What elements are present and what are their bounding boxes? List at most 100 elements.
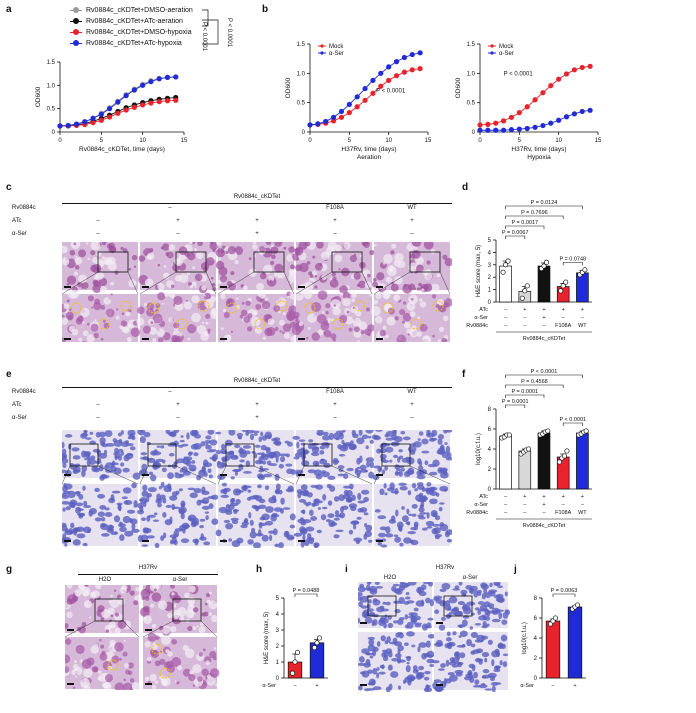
tissue-feature bbox=[391, 243, 397, 249]
zoom-box bbox=[303, 443, 333, 467]
nucleus bbox=[356, 516, 362, 520]
g-title: H37Rv bbox=[138, 565, 158, 571]
tissue-feature bbox=[100, 305, 106, 310]
tissue-feature bbox=[342, 291, 351, 300]
zoom-box bbox=[443, 595, 473, 617]
nucleus bbox=[119, 534, 125, 541]
nucleus bbox=[407, 531, 417, 535]
tissue-feature bbox=[273, 305, 281, 312]
panel-label-f: f bbox=[462, 369, 466, 380]
nucleus bbox=[176, 458, 186, 464]
data-point bbox=[560, 283, 566, 289]
tissue-feature bbox=[142, 325, 151, 334]
nucleus bbox=[416, 615, 421, 621]
tissue-feature bbox=[90, 250, 96, 256]
legend-a-brackets bbox=[202, 9, 219, 45]
nucleus bbox=[320, 514, 327, 521]
ser-value: + bbox=[255, 415, 259, 421]
nucleus bbox=[383, 483, 387, 489]
tissue-feature bbox=[379, 329, 386, 337]
nucleus bbox=[469, 585, 478, 592]
nucleus bbox=[377, 515, 387, 520]
legend-marker bbox=[490, 44, 494, 48]
tissue-feature bbox=[87, 257, 91, 261]
tissue-feature bbox=[223, 312, 230, 319]
nucleus bbox=[129, 446, 136, 451]
tissue-feature bbox=[133, 600, 139, 606]
pvalue-a-2: P < 0.0001 bbox=[226, 18, 232, 48]
nucleus bbox=[238, 463, 244, 471]
data-point bbox=[519, 295, 525, 301]
row-value: – bbox=[542, 323, 546, 329]
nucleus bbox=[411, 482, 417, 489]
nucleus bbox=[180, 435, 184, 438]
row-value: + bbox=[523, 494, 526, 500]
nucleus bbox=[76, 513, 85, 516]
nucleus bbox=[104, 465, 109, 470]
nucleus bbox=[285, 530, 290, 538]
nucleus bbox=[64, 434, 73, 438]
nucleus bbox=[417, 438, 421, 441]
tissue-feature bbox=[114, 642, 124, 652]
nucleus bbox=[368, 638, 375, 646]
nucleus bbox=[245, 460, 251, 467]
nucleus bbox=[405, 656, 412, 659]
y-tick-label: 0 bbox=[302, 130, 306, 136]
tissue-feature bbox=[146, 656, 152, 662]
nucleus bbox=[221, 457, 226, 463]
nucleus bbox=[111, 460, 116, 467]
nucleus bbox=[387, 622, 394, 629]
tissue-feature bbox=[93, 332, 99, 339]
nucleus bbox=[274, 473, 280, 481]
y-tick-label: 8 bbox=[488, 407, 492, 413]
tissue-feature bbox=[90, 645, 99, 654]
nucleus bbox=[469, 626, 474, 630]
nucleus bbox=[185, 456, 193, 461]
nucleus bbox=[470, 612, 475, 616]
scale-bar bbox=[436, 684, 443, 686]
data-point bbox=[98, 117, 104, 123]
tissue-feature bbox=[87, 295, 94, 302]
tissue-feature bbox=[217, 256, 222, 260]
scale-bar bbox=[142, 286, 149, 288]
nucleus bbox=[287, 441, 293, 447]
tissue-feature bbox=[135, 587, 140, 592]
nucleus bbox=[395, 632, 400, 638]
tissue-feature bbox=[333, 304, 336, 307]
significance-bracket bbox=[505, 394, 545, 398]
tissue-feature bbox=[351, 292, 357, 298]
row-label: ATc bbox=[479, 494, 488, 500]
nucleus bbox=[201, 505, 210, 510]
nucleus bbox=[402, 436, 411, 441]
y-tick-label: 8 bbox=[534, 596, 538, 602]
nucleus bbox=[440, 663, 446, 668]
nucleus bbox=[100, 474, 107, 479]
tissue-feature bbox=[98, 638, 102, 642]
x-tick-label: 0 bbox=[308, 138, 312, 144]
nucleus bbox=[131, 435, 136, 440]
nucleus bbox=[68, 501, 76, 508]
tissue-feature bbox=[192, 684, 196, 687]
nucleus bbox=[205, 442, 209, 450]
nucleus bbox=[189, 492, 198, 499]
tissue-feature bbox=[219, 275, 228, 283]
tissue-feature bbox=[207, 331, 211, 334]
nucleus bbox=[357, 492, 362, 501]
bar bbox=[567, 606, 583, 679]
nucleus bbox=[100, 517, 106, 522]
nucleus bbox=[160, 481, 165, 488]
nucleus bbox=[348, 529, 354, 535]
nucleus bbox=[266, 460, 272, 466]
tissue-feature bbox=[79, 315, 83, 319]
nucleus bbox=[93, 467, 101, 473]
tissue-feature bbox=[81, 282, 89, 289]
tissue-feature bbox=[86, 322, 90, 326]
tissue-feature bbox=[62, 317, 69, 325]
nucleus bbox=[351, 520, 359, 525]
nucleus bbox=[234, 471, 238, 476]
tissue-feature bbox=[104, 674, 113, 683]
tissue-feature bbox=[191, 281, 197, 287]
nucleus bbox=[261, 513, 270, 521]
y-tick-label: 1.0 bbox=[297, 71, 306, 77]
